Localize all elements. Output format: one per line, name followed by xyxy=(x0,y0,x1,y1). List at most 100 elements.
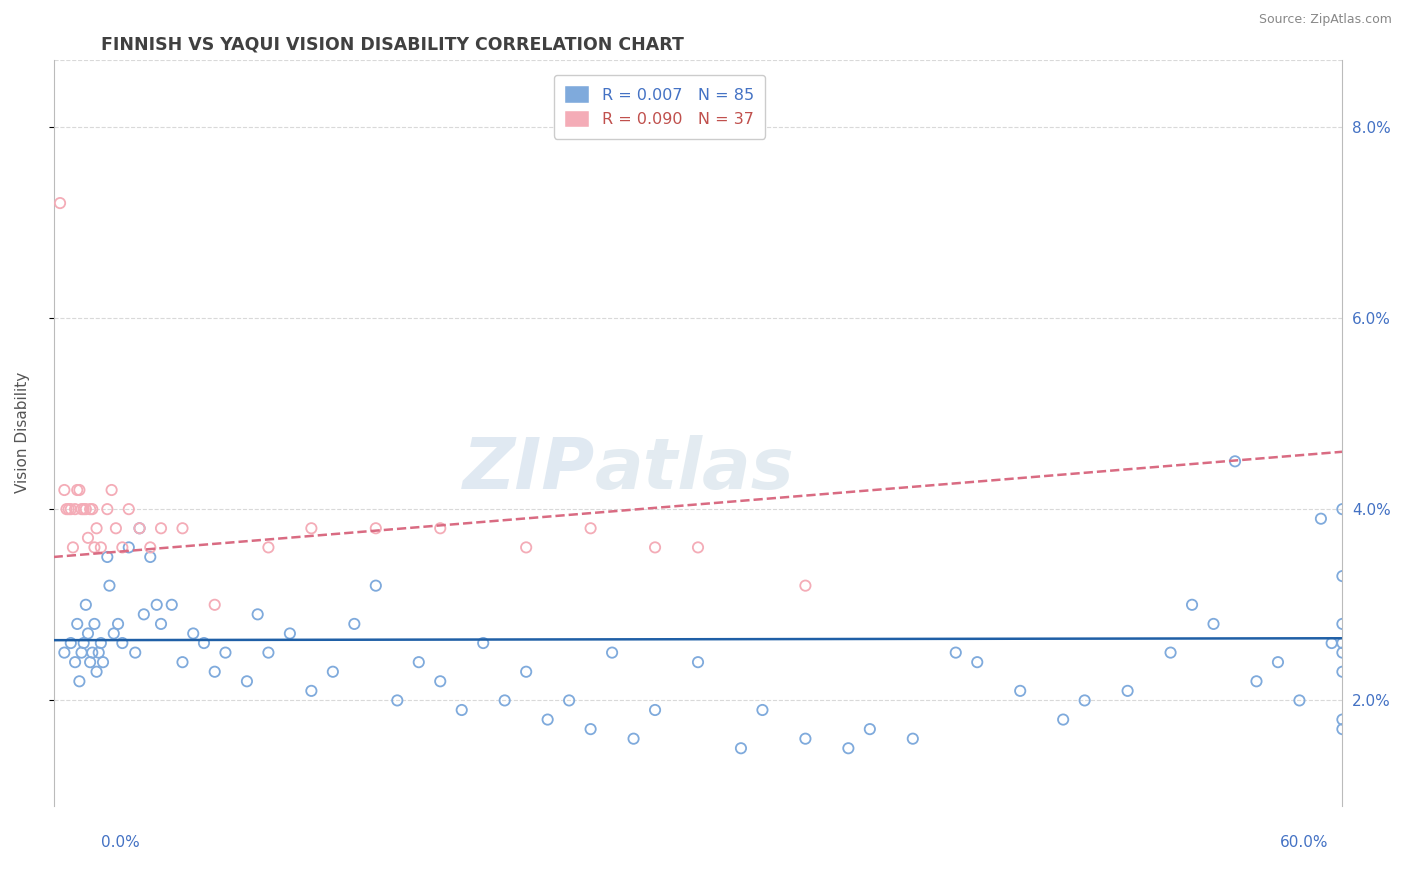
Point xyxy=(537,713,560,727)
Point xyxy=(1331,713,1354,727)
Text: 60.0%: 60.0% xyxy=(1281,836,1329,850)
Point xyxy=(82,646,104,660)
Point xyxy=(1181,598,1204,612)
Point xyxy=(1267,655,1289,669)
Point xyxy=(103,626,125,640)
Point xyxy=(1331,665,1354,679)
Point xyxy=(77,626,100,640)
Point xyxy=(408,655,430,669)
Point xyxy=(515,665,537,679)
Point xyxy=(837,741,859,756)
Point xyxy=(1331,646,1354,660)
Point xyxy=(67,483,90,497)
Point xyxy=(1010,684,1032,698)
Point xyxy=(1073,693,1095,707)
Point xyxy=(901,731,924,746)
Point xyxy=(579,521,602,535)
Point xyxy=(86,521,108,535)
Point xyxy=(966,655,988,669)
Point xyxy=(63,655,86,669)
Point xyxy=(558,693,581,707)
Point xyxy=(75,502,97,516)
Point xyxy=(90,636,112,650)
Point xyxy=(104,521,127,535)
Point xyxy=(107,616,129,631)
Point xyxy=(686,655,709,669)
Text: Source: ZipAtlas.com: Source: ZipAtlas.com xyxy=(1258,13,1392,27)
Point xyxy=(75,598,97,612)
Point xyxy=(58,502,80,516)
Point xyxy=(73,636,96,650)
Point xyxy=(1331,636,1354,650)
Point xyxy=(79,502,101,516)
Point xyxy=(82,502,104,516)
Text: 0.0%: 0.0% xyxy=(101,836,141,850)
Point xyxy=(257,541,280,555)
Point xyxy=(1246,674,1268,689)
Point xyxy=(172,655,194,669)
Point xyxy=(145,598,167,612)
Point xyxy=(62,541,84,555)
Point xyxy=(128,521,150,535)
Point xyxy=(1331,502,1354,516)
Point xyxy=(111,541,134,555)
Point xyxy=(70,502,93,516)
Point xyxy=(87,646,110,660)
Point xyxy=(66,616,89,631)
Point xyxy=(579,722,602,736)
Point xyxy=(90,541,112,555)
Point xyxy=(1288,693,1310,707)
Point xyxy=(73,502,96,516)
Point xyxy=(600,646,623,660)
Point xyxy=(1331,616,1354,631)
Point xyxy=(124,646,146,660)
Point xyxy=(1116,684,1139,698)
Point xyxy=(49,196,72,211)
Point xyxy=(1160,646,1182,660)
Point xyxy=(70,646,93,660)
Point xyxy=(364,579,387,593)
Point xyxy=(63,502,86,516)
Point xyxy=(96,502,118,516)
Point xyxy=(686,541,709,555)
Point xyxy=(1202,616,1225,631)
Point xyxy=(322,665,344,679)
Point xyxy=(364,521,387,535)
Point xyxy=(132,607,155,622)
Point xyxy=(59,502,82,516)
Point xyxy=(128,521,150,535)
Text: FINNISH VS YAQUI VISION DISABILITY CORRELATION CHART: FINNISH VS YAQUI VISION DISABILITY CORRE… xyxy=(101,36,685,54)
Point xyxy=(429,521,451,535)
Point xyxy=(236,674,259,689)
Point xyxy=(644,541,666,555)
Point xyxy=(67,674,90,689)
Text: atlas: atlas xyxy=(595,435,794,504)
Point xyxy=(472,636,495,650)
Point xyxy=(83,541,105,555)
Point xyxy=(794,579,817,593)
Point xyxy=(494,693,516,707)
Text: ZIP: ZIP xyxy=(463,435,595,504)
Point xyxy=(1309,512,1331,526)
Point xyxy=(1320,636,1343,650)
Point xyxy=(257,646,280,660)
Point xyxy=(246,607,269,622)
Point xyxy=(118,541,141,555)
Point xyxy=(1052,713,1074,727)
Point xyxy=(278,626,301,640)
Point xyxy=(1331,722,1354,736)
Point xyxy=(66,483,89,497)
Point xyxy=(450,703,472,717)
Point xyxy=(139,541,162,555)
Legend: R = 0.007   N = 85, R = 0.090   N = 37: R = 0.007 N = 85, R = 0.090 N = 37 xyxy=(554,75,765,138)
Point xyxy=(945,646,967,660)
Point xyxy=(193,636,215,650)
Point xyxy=(1223,454,1246,468)
Point xyxy=(859,722,882,736)
Point xyxy=(644,703,666,717)
Point xyxy=(139,549,162,564)
Point xyxy=(53,646,76,660)
Point xyxy=(111,636,134,650)
Point xyxy=(730,741,752,756)
Point xyxy=(204,598,226,612)
